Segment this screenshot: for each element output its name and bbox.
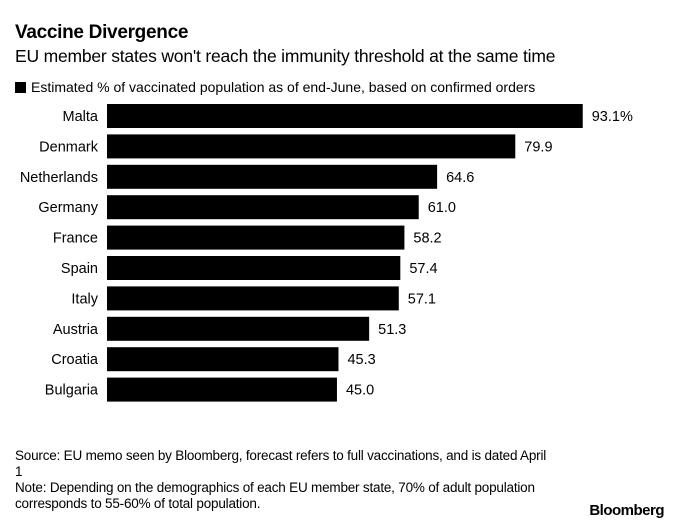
value-label: 51.3 — [378, 322, 406, 338]
value-label: 45.3 — [347, 352, 375, 368]
category-label: Germany — [38, 200, 98, 216]
value-label: 64.6 — [446, 170, 474, 186]
value-label: 79.9 — [524, 139, 552, 155]
bar — [107, 164, 438, 189]
value-label: 57.4 — [409, 261, 437, 277]
value-label: 45.0 — [346, 383, 374, 399]
category-label: Austria — [53, 322, 99, 338]
value-label: 61.0 — [428, 200, 456, 216]
bar — [107, 134, 516, 159]
category-label: Italy — [71, 291, 98, 307]
source-note: Source: EU memo seen by Bloomberg, forec… — [15, 448, 547, 479]
category-label: Malta — [63, 109, 99, 125]
bar — [107, 286, 399, 311]
bar — [107, 256, 401, 280]
category-label: France — [53, 231, 98, 247]
bloomberg-logo: Bloomberg — [589, 502, 664, 519]
bar — [107, 104, 583, 128]
chart-subtitle: EU member states won't reach the immunit… — [15, 46, 556, 66]
bar — [107, 347, 339, 372]
chart-title: Vaccine Divergence — [15, 22, 189, 43]
value-label: 93.1% — [592, 109, 633, 125]
category-label: Spain — [61, 261, 98, 277]
legend: Estimated % of vaccinated population as … — [15, 79, 535, 95]
footer: Source: EU memo seen by Bloomberg, forec… — [15, 448, 555, 512]
category-label: Netherlands — [20, 170, 98, 186]
legend-swatch — [15, 81, 26, 93]
value-label: 57.1 — [408, 291, 436, 307]
category-label: Denmark — [39, 139, 99, 155]
legend-label: Estimated % of vaccinated population as … — [31, 79, 536, 95]
value-label: 58.2 — [413, 231, 441, 247]
category-label: Croatia — [51, 352, 99, 368]
bar — [107, 195, 419, 220]
bar — [107, 225, 405, 250]
footnote: Note: Depending on the demographics of e… — [15, 480, 535, 511]
bar — [107, 316, 370, 341]
bar-chart: Malta 93.1% Denmark 79.9 Netherlands 64.6 Germ… — [20, 104, 633, 402]
bar — [107, 377, 337, 402]
category-label: Bulgaria — [45, 383, 99, 399]
